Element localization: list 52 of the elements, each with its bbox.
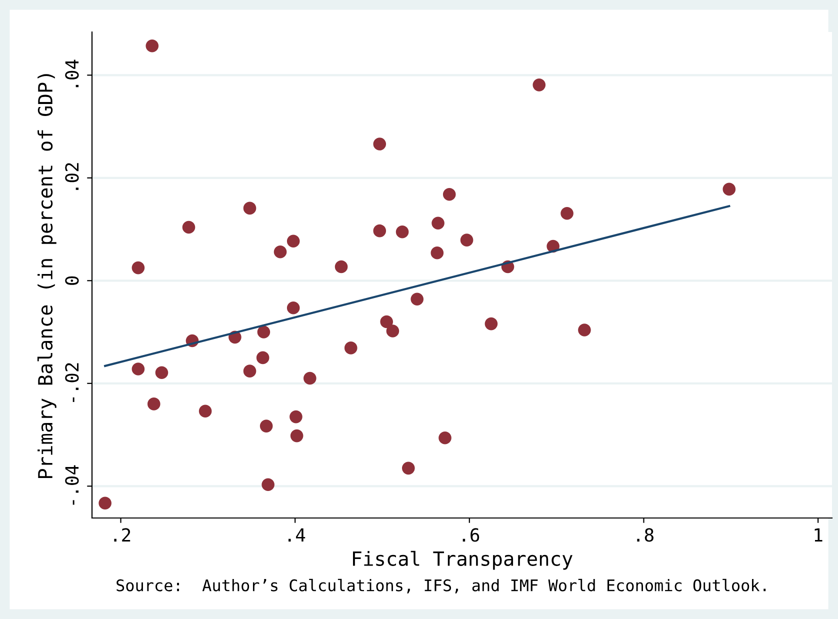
point — [198, 404, 212, 418]
point — [578, 324, 591, 336]
point — [290, 410, 302, 424]
point — [560, 206, 574, 220]
point — [304, 372, 316, 385]
x-tick-label: .2 — [114, 528, 130, 542]
x-tick-label: .8 — [637, 528, 654, 542]
point — [290, 429, 304, 442]
point — [334, 260, 348, 274]
point — [98, 496, 112, 510]
point — [260, 420, 273, 432]
point — [438, 431, 452, 444]
y-tick-label: .02 — [65, 163, 79, 190]
point — [286, 301, 300, 314]
point — [386, 324, 400, 338]
y-tick-label: 0 — [65, 276, 79, 285]
point — [132, 362, 145, 376]
y-tick-label: -.02 — [65, 363, 79, 402]
x-tick-label: .6 — [462, 528, 480, 542]
point — [286, 234, 300, 248]
point — [373, 138, 386, 150]
point — [430, 246, 444, 260]
source-note: Source: Author’s Calculations, IFS, and IMF World Economic Outlook. — [116, 578, 766, 594]
point — [484, 317, 498, 330]
point — [402, 462, 415, 475]
point — [243, 202, 256, 215]
x-tick-label: 1 — [814, 528, 822, 542]
y-tick-label: -.04 — [65, 465, 79, 505]
point — [132, 261, 145, 274]
point — [460, 234, 474, 246]
x-axis-title: Fiscal Transparency — [353, 550, 572, 570]
point — [147, 398, 160, 410]
point — [344, 342, 358, 354]
point — [274, 245, 287, 258]
point — [380, 315, 394, 328]
y-tick-label: .04 — [65, 60, 79, 88]
point — [442, 188, 456, 201]
point — [410, 292, 424, 306]
point — [243, 364, 256, 378]
point — [532, 78, 546, 92]
y-axis-title: Primary Balance (in percent of GDP) — [37, 74, 56, 478]
point — [155, 366, 168, 380]
point — [373, 224, 386, 238]
point — [256, 351, 270, 364]
point — [257, 326, 270, 338]
point — [396, 225, 409, 238]
point — [182, 220, 196, 234]
point — [722, 182, 736, 196]
point — [432, 216, 444, 230]
point — [262, 478, 274, 492]
x-tick-label: .4 — [288, 528, 306, 542]
point — [146, 39, 159, 52]
